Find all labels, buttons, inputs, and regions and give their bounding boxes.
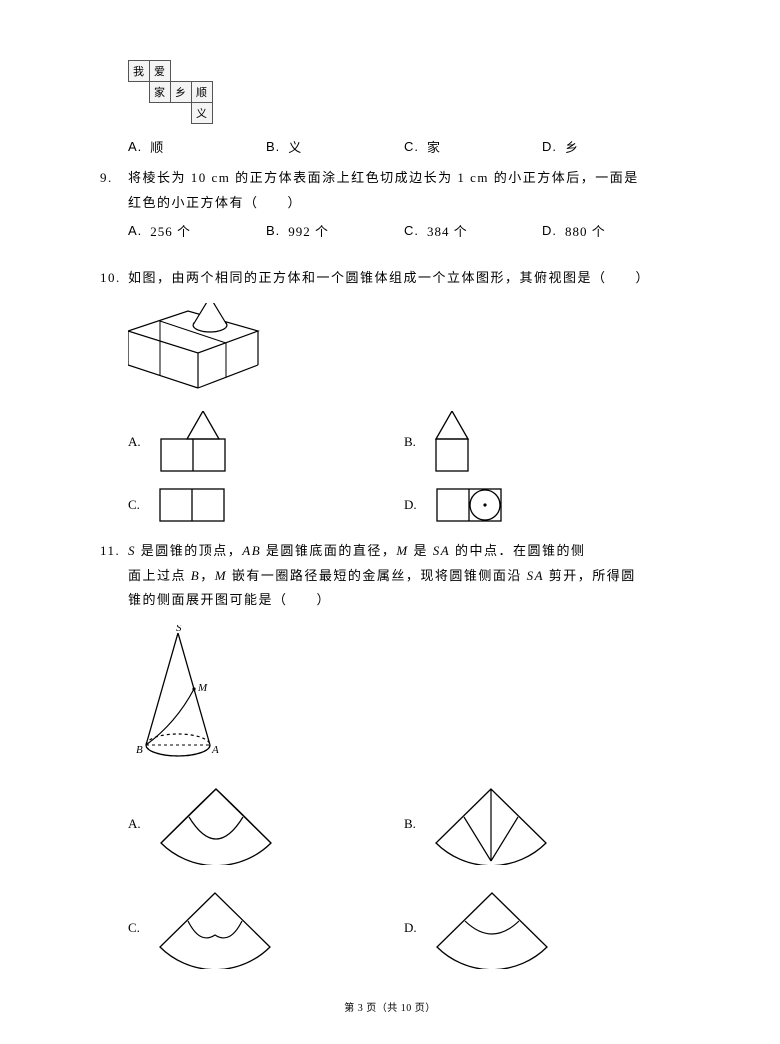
net-cell: 乡 <box>170 81 192 103</box>
option-text: 384 个 <box>427 221 468 240</box>
option-a-figure <box>151 411 235 473</box>
option-a-figure <box>151 783 281 865</box>
option-c: C.384 个 <box>404 221 542 240</box>
svg-text:M: M <box>197 682 208 694</box>
option-a: A.256 个 <box>128 221 266 240</box>
question-text: 10. 如图，由两个相同的正方体和一个圆锥体组成一个立体图形，其俯视图是（ ） <box>100 266 680 291</box>
net-cell: 义 <box>191 102 213 124</box>
option-text: 乡 <box>565 137 579 156</box>
question-11: 11. S 是圆锥的顶点，AB 是圆锥底面的直径，M 是 SA 的中点．在圆锥的… <box>100 539 680 969</box>
net-cell: 爱 <box>149 60 171 82</box>
option-b: B. <box>404 411 680 473</box>
net-cell: 我 <box>128 60 150 82</box>
option-c: C. <box>128 487 404 523</box>
option-a: A. <box>128 411 404 473</box>
option-b: B.992 个 <box>266 221 404 240</box>
option-d: D. <box>404 887 680 969</box>
option-d: D.乡 <box>542 137 680 156</box>
page-footer: 第 3 页（共 10 页） <box>100 999 680 1014</box>
option-c-figure <box>150 887 280 969</box>
option-text: 992 个 <box>288 221 329 240</box>
option-b-figure <box>426 411 486 473</box>
svg-text:B: B <box>136 744 143 756</box>
q10-options: A. B. C. <box>100 411 680 523</box>
net-cell: 顺 <box>191 81 213 103</box>
question-number: 9. <box>100 166 128 191</box>
option-d: D. <box>404 487 680 523</box>
option-text: 家 <box>427 137 441 156</box>
option-c: C. <box>128 887 404 969</box>
option-b: B. <box>404 783 680 865</box>
q8-options: A.顺 B.义 C.家 D.乡 <box>100 137 680 166</box>
option-a: A.顺 <box>128 137 266 156</box>
svg-text:A: A <box>211 744 219 756</box>
option-d-figure <box>427 487 511 523</box>
cube-net-figure: 我 爱 家 乡 顺 义 <box>100 60 680 123</box>
q11-figure: S M A B <box>100 625 680 769</box>
question-9: 9. 将棱长为 10 cm 的正方体表面涂上红色切成边长为 1 cm 的小正方体… <box>100 166 680 250</box>
question-10: 10. 如图，由两个相同的正方体和一个圆锥体组成一个立体图形，其俯视图是（ ） <box>100 266 680 523</box>
option-a: A. <box>128 783 404 865</box>
option-d-figure <box>427 887 557 969</box>
option-d: D.880 个 <box>542 221 680 240</box>
option-b: B.义 <box>266 137 404 156</box>
option-text: 880 个 <box>565 221 606 240</box>
question-number: 11. <box>100 539 128 564</box>
option-text: 256 个 <box>150 221 191 240</box>
question-number: 10. <box>100 266 128 291</box>
option-b-figure <box>426 783 556 865</box>
svg-text:S: S <box>176 625 182 634</box>
option-c: C.家 <box>404 137 542 156</box>
option-text: 顺 <box>150 137 164 156</box>
net-cell: 家 <box>149 81 171 103</box>
page: 我 爱 家 乡 顺 义 A.顺 B.义 C.家 D.乡 9. 将棱长为 10 c… <box>0 0 780 1044</box>
question-text: 9. 将棱长为 10 cm 的正方体表面涂上红色切成边长为 1 cm 的小正方体… <box>100 166 680 215</box>
q10-figure <box>100 303 680 397</box>
option-c-figure <box>150 487 234 523</box>
question-text: 11. S 是圆锥的顶点，AB 是圆锥底面的直径，M 是 SA 的中点．在圆锥的… <box>100 539 680 613</box>
q11-options: A. B. C. <box>100 783 680 969</box>
option-text: 义 <box>288 137 302 156</box>
q9-options: A.256 个 B.992 个 C.384 个 D.880 个 <box>100 221 680 250</box>
